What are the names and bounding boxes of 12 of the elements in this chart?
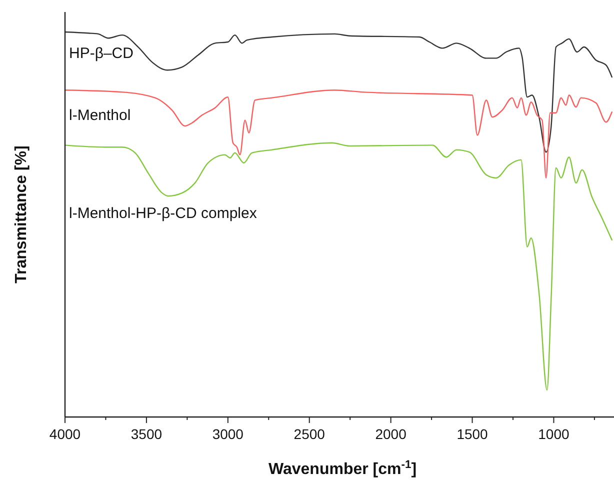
x-tick-label: 1500 [456,426,488,442]
y-axis-title: Transmittance [%] [13,146,30,284]
x-tick-label: 3000 [212,426,244,442]
series-label: HP-β–CD [69,45,134,62]
series-label: l-Menthol [69,107,131,124]
x-axis-title: Wavenumber [cm$^{-1}$] [268,459,417,478]
x-tick-label: 2000 [375,426,407,442]
series-label: l-Menthol-HP-β-CD complex [69,205,258,222]
x-tick-label: 4000 [49,426,81,442]
x-tick-label: 2500 [294,426,326,442]
x-tick-label: 1000 [538,426,570,442]
x-tick-label: 3500 [130,426,162,442]
